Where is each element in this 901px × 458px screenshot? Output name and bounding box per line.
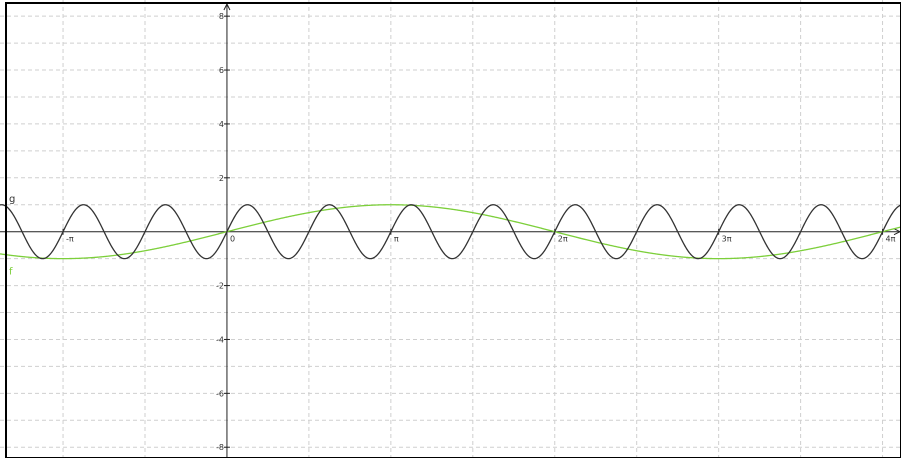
- x-tick-label: 4π: [886, 235, 896, 244]
- y-tick-label: -8: [216, 443, 224, 452]
- y-tick-label: 6: [219, 66, 224, 75]
- plot-border: [5, 2, 901, 458]
- y-tick-label: 4: [219, 120, 224, 129]
- series-g-label: g: [9, 194, 15, 205]
- x-tick-label: -π: [66, 235, 74, 244]
- series-g-curve[interactable]: [0, 204, 901, 260]
- series-f-curve[interactable]: [0, 204, 901, 260]
- function-labels: fg: [9, 194, 15, 278]
- x-tick-label: 2π: [558, 235, 568, 244]
- y-tick-label: -6: [216, 389, 224, 398]
- x-tick-label: 3π: [722, 235, 732, 244]
- series: [0, 204, 901, 260]
- y-tick-label: -4: [216, 335, 224, 344]
- x-tick-label: 0: [230, 235, 235, 244]
- y-tick-label: 2: [219, 174, 224, 183]
- y-tick-label: 8: [219, 12, 224, 21]
- x-tick-label: π: [394, 235, 399, 244]
- y-tick-label: -2: [216, 282, 224, 291]
- tick-labels: -π 0 π 2π 3π 4π 8 6 4 2 -2 -4 -6 -8: [62, 12, 896, 452]
- series-f-label: f: [9, 267, 13, 278]
